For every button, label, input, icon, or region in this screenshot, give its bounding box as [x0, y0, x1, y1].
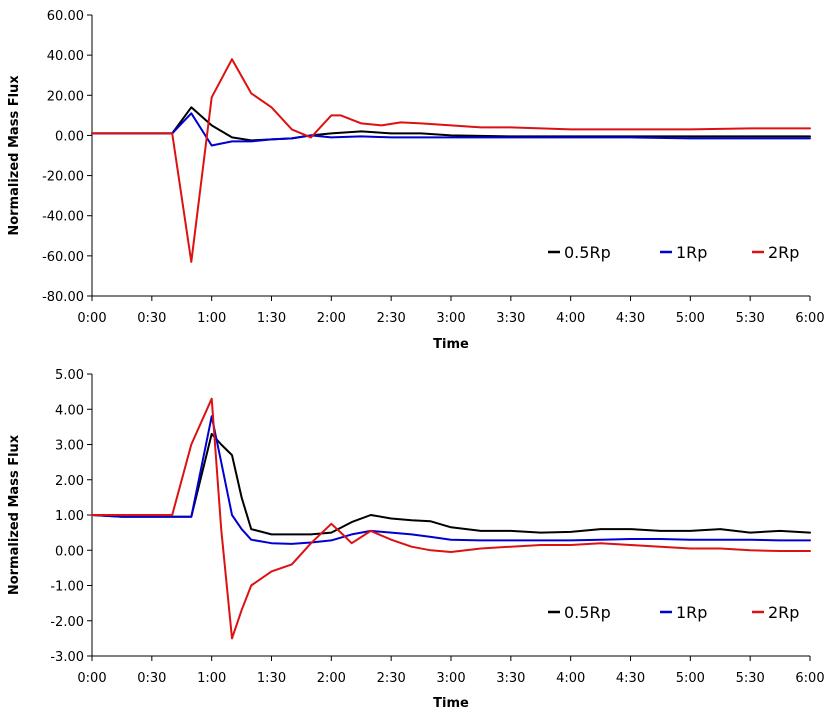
bottom-x-axis-title: Time	[433, 696, 469, 711]
top-y-tick-label: -40.00	[42, 210, 84, 225]
top-legend-label-0.5Rp: 0.5Rp	[564, 243, 611, 262]
bottom-x-tick-label: 4:00	[556, 671, 585, 686]
bottom-x-tick-label: 3:30	[496, 671, 525, 686]
bottom-y-tick-label: 5.00	[55, 368, 84, 383]
bottom-x-tick-label: 6:00	[795, 671, 824, 686]
bottom-legend-label-1Rp: 1Rp	[676, 603, 707, 622]
bottom-y-tick-label: 3.00	[55, 439, 84, 454]
chart-top: 60.00 40.00 20.00 0.00 -20.00 -40.00 -60.00 -80…	[7, 9, 825, 352]
top-x-tick-label: 3:00	[436, 311, 465, 326]
chart-bottom: 5.00 4.00 3.00 2.00 1.00 0.00 -1.00 -2.00 -3.00 0…	[7, 368, 825, 711]
bottom-y-tick-label: 4.00	[55, 403, 84, 418]
bottom-legend: 0.5Rp 1Rp 2Rp	[548, 603, 799, 622]
bottom-x-tick-label: 5:00	[676, 671, 705, 686]
top-y-tick-label: 20.00	[47, 89, 84, 104]
top-x-tick-label: 2:00	[317, 311, 346, 326]
bottom-x-tick-label: 0:30	[137, 671, 166, 686]
top-x-tick-label: 2:30	[377, 311, 406, 326]
top-x-tick-label: 4:30	[616, 311, 645, 326]
top-y-tick-label: 0.00	[55, 129, 84, 144]
bottom-y-tick-label: -2.00	[50, 615, 84, 630]
top-y-tick-label: -20.00	[42, 170, 84, 185]
top-x-tick-label: 3:30	[496, 311, 525, 326]
bottom-x-tick-label: 5:30	[736, 671, 765, 686]
bottom-x-tick-label: 3:00	[436, 671, 465, 686]
bottom-y-tick-label: 0.00	[55, 544, 84, 559]
top-series-line-0.5Rp	[91, 106, 811, 142]
top-x-tick-label: 0:30	[137, 311, 166, 326]
bottom-y-tick-label: -1.00	[50, 580, 84, 595]
top-legend: 0.5Rp 1Rp 2Rp	[548, 243, 799, 262]
top-x-tick-label: 4:00	[556, 311, 585, 326]
bottom-x-tick-label: 4:30	[616, 671, 645, 686]
top-legend-label-1Rp: 1Rp	[676, 243, 707, 262]
top-x-tick-label: 6:00	[795, 311, 824, 326]
bottom-x-tick-label: 1:00	[197, 671, 226, 686]
top-series-line-1Rp	[91, 112, 811, 147]
top-y-tick-label: 40.00	[47, 49, 84, 64]
top-x-tick-label: 5:30	[736, 311, 765, 326]
bottom-y-tick-label: 1.00	[55, 509, 84, 524]
bottom-series-line-0.5Rp	[91, 432, 811, 536]
top-x-tick-label: 5:00	[676, 311, 705, 326]
top-series-line-2Rp	[91, 58, 811, 263]
bottom-y-tick-label: -3.00	[50, 650, 84, 665]
top-x-tick-label: 1:00	[197, 311, 226, 326]
bottom-y-axis-title: Normalized Mass Flux	[7, 434, 22, 595]
bottom-x-tick-label: 0:00	[77, 671, 106, 686]
bottom-series-line-2Rp	[91, 397, 811, 640]
bottom-legend-label-2Rp: 2Rp	[768, 603, 799, 622]
top-y-tick-label: -60.00	[42, 250, 84, 265]
bottom-x-tick-label: 2:30	[377, 671, 406, 686]
top-x-tick-label: 1:30	[257, 311, 286, 326]
bottom-y-tick-label: 2.00	[55, 474, 84, 489]
top-x-tick-label: 0:00	[77, 311, 106, 326]
top-x-axis-title: Time	[433, 337, 469, 352]
bottom-x-tick-label: 1:30	[257, 671, 286, 686]
bottom-legend-label-0.5Rp: 0.5Rp	[564, 603, 611, 622]
top-y-axis-title: Normalized Mass Flux	[7, 75, 22, 236]
top-legend-label-2Rp: 2Rp	[768, 243, 799, 262]
top-y-tick-label: 60.00	[47, 9, 84, 24]
top-y-tick-label: -80.00	[42, 290, 84, 305]
bottom-series-line-1Rp	[91, 415, 811, 545]
bottom-x-tick-label: 2:00	[317, 671, 346, 686]
